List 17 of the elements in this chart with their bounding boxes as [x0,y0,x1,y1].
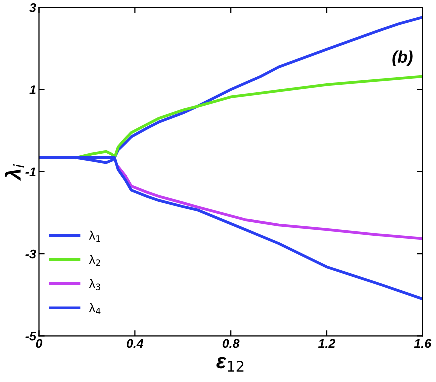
x-tick-label: 1.6 [414,339,432,348]
x-tick-label: 0 [36,339,43,348]
x-tick-label: 0.4 [126,339,144,348]
x-tick-label: 0.8 [222,339,240,348]
y-tick-label: -3 [26,250,36,259]
y-tick-label: 3 [30,3,36,12]
legend-label: λ$_{4}$ [89,303,101,314]
y-tick-label: -1 [26,168,36,176]
y-axis-title: λ$_{i}$ [5,164,24,182]
y-tick-label: 1 [30,86,36,94]
y-tick-label: -5 [26,332,37,341]
x-axis-title: ε$_{12}$ [216,357,244,372]
annotation: (b) [392,50,413,66]
legend-label: λ$_{3}$ [89,279,100,290]
legend-label: λ$_{1}$ [89,230,100,242]
x-tick-label: 1.2 [318,339,336,348]
legend-label: λ$_{2}$ [89,255,100,266]
